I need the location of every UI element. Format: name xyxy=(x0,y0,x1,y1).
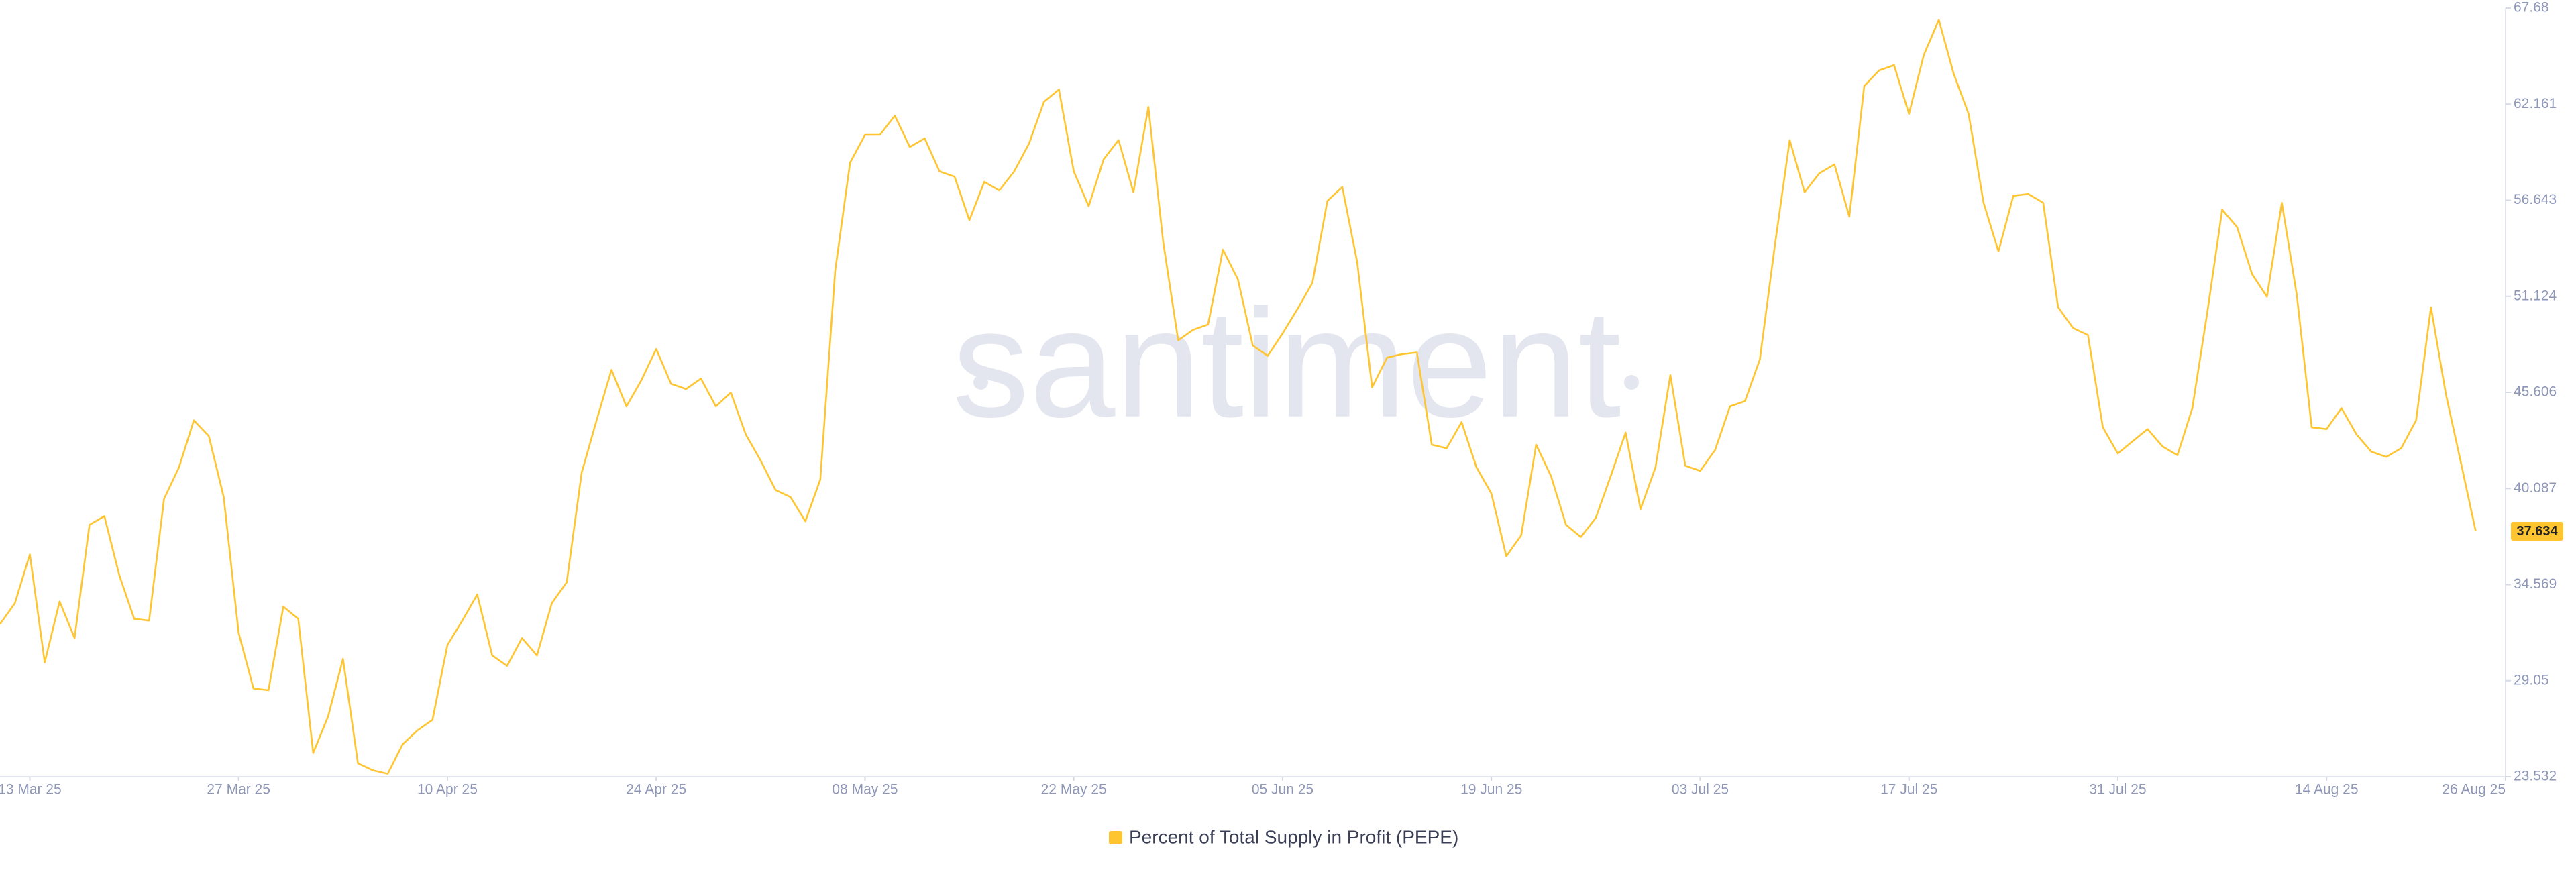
x-tick-label: 27 Mar 25 xyxy=(207,782,270,798)
x-tick-label: 17 Jul 25 xyxy=(1880,782,1937,798)
x-tick-label: 08 May 25 xyxy=(832,782,898,798)
y-tick-label: 40.087 xyxy=(2514,480,2557,496)
y-tick-label: 45.606 xyxy=(2514,384,2557,400)
legend-swatch xyxy=(1109,831,1122,844)
x-tick-label: 10 Apr 25 xyxy=(417,782,478,798)
data-line xyxy=(0,19,2477,775)
last-value-badge xyxy=(2511,521,2563,541)
x-tick-label: 13 Mar 25 xyxy=(0,782,62,798)
y-tick-label: 23.532 xyxy=(2514,769,2557,784)
y-tick-label: 34.569 xyxy=(2514,576,2557,592)
x-tick-label: 24 Apr 25 xyxy=(626,782,686,798)
x-tick-label: 03 Jul 25 xyxy=(1672,782,1729,798)
legend-label: Percent of Total Supply in Profit (PEPE) xyxy=(1129,826,1458,847)
x-tick-label: 26 Aug 25 xyxy=(2442,782,2506,798)
x-tick-label: 19 Jun 25 xyxy=(1460,782,1522,798)
y-tick-label: 29.05 xyxy=(2514,672,2549,688)
watermark-dot xyxy=(1624,375,1639,390)
y-tick-label: 67.68 xyxy=(2514,0,2549,15)
x-tick-label: 22 May 25 xyxy=(1041,782,1107,798)
y-tick-label: 62.161 xyxy=(2514,96,2557,111)
y-tick-label: 56.643 xyxy=(2514,192,2557,207)
watermark: santiment xyxy=(952,277,1621,449)
x-tick-label: 05 Jun 25 xyxy=(1252,782,1313,798)
y-tick-label: 51.124 xyxy=(2514,288,2557,303)
x-tick-label: 14 Aug 25 xyxy=(2295,782,2359,798)
last-value-label: 37.634 xyxy=(2516,524,2558,539)
x-tick-label: 31 Jul 25 xyxy=(2089,782,2146,798)
watermark-dot xyxy=(973,375,988,390)
